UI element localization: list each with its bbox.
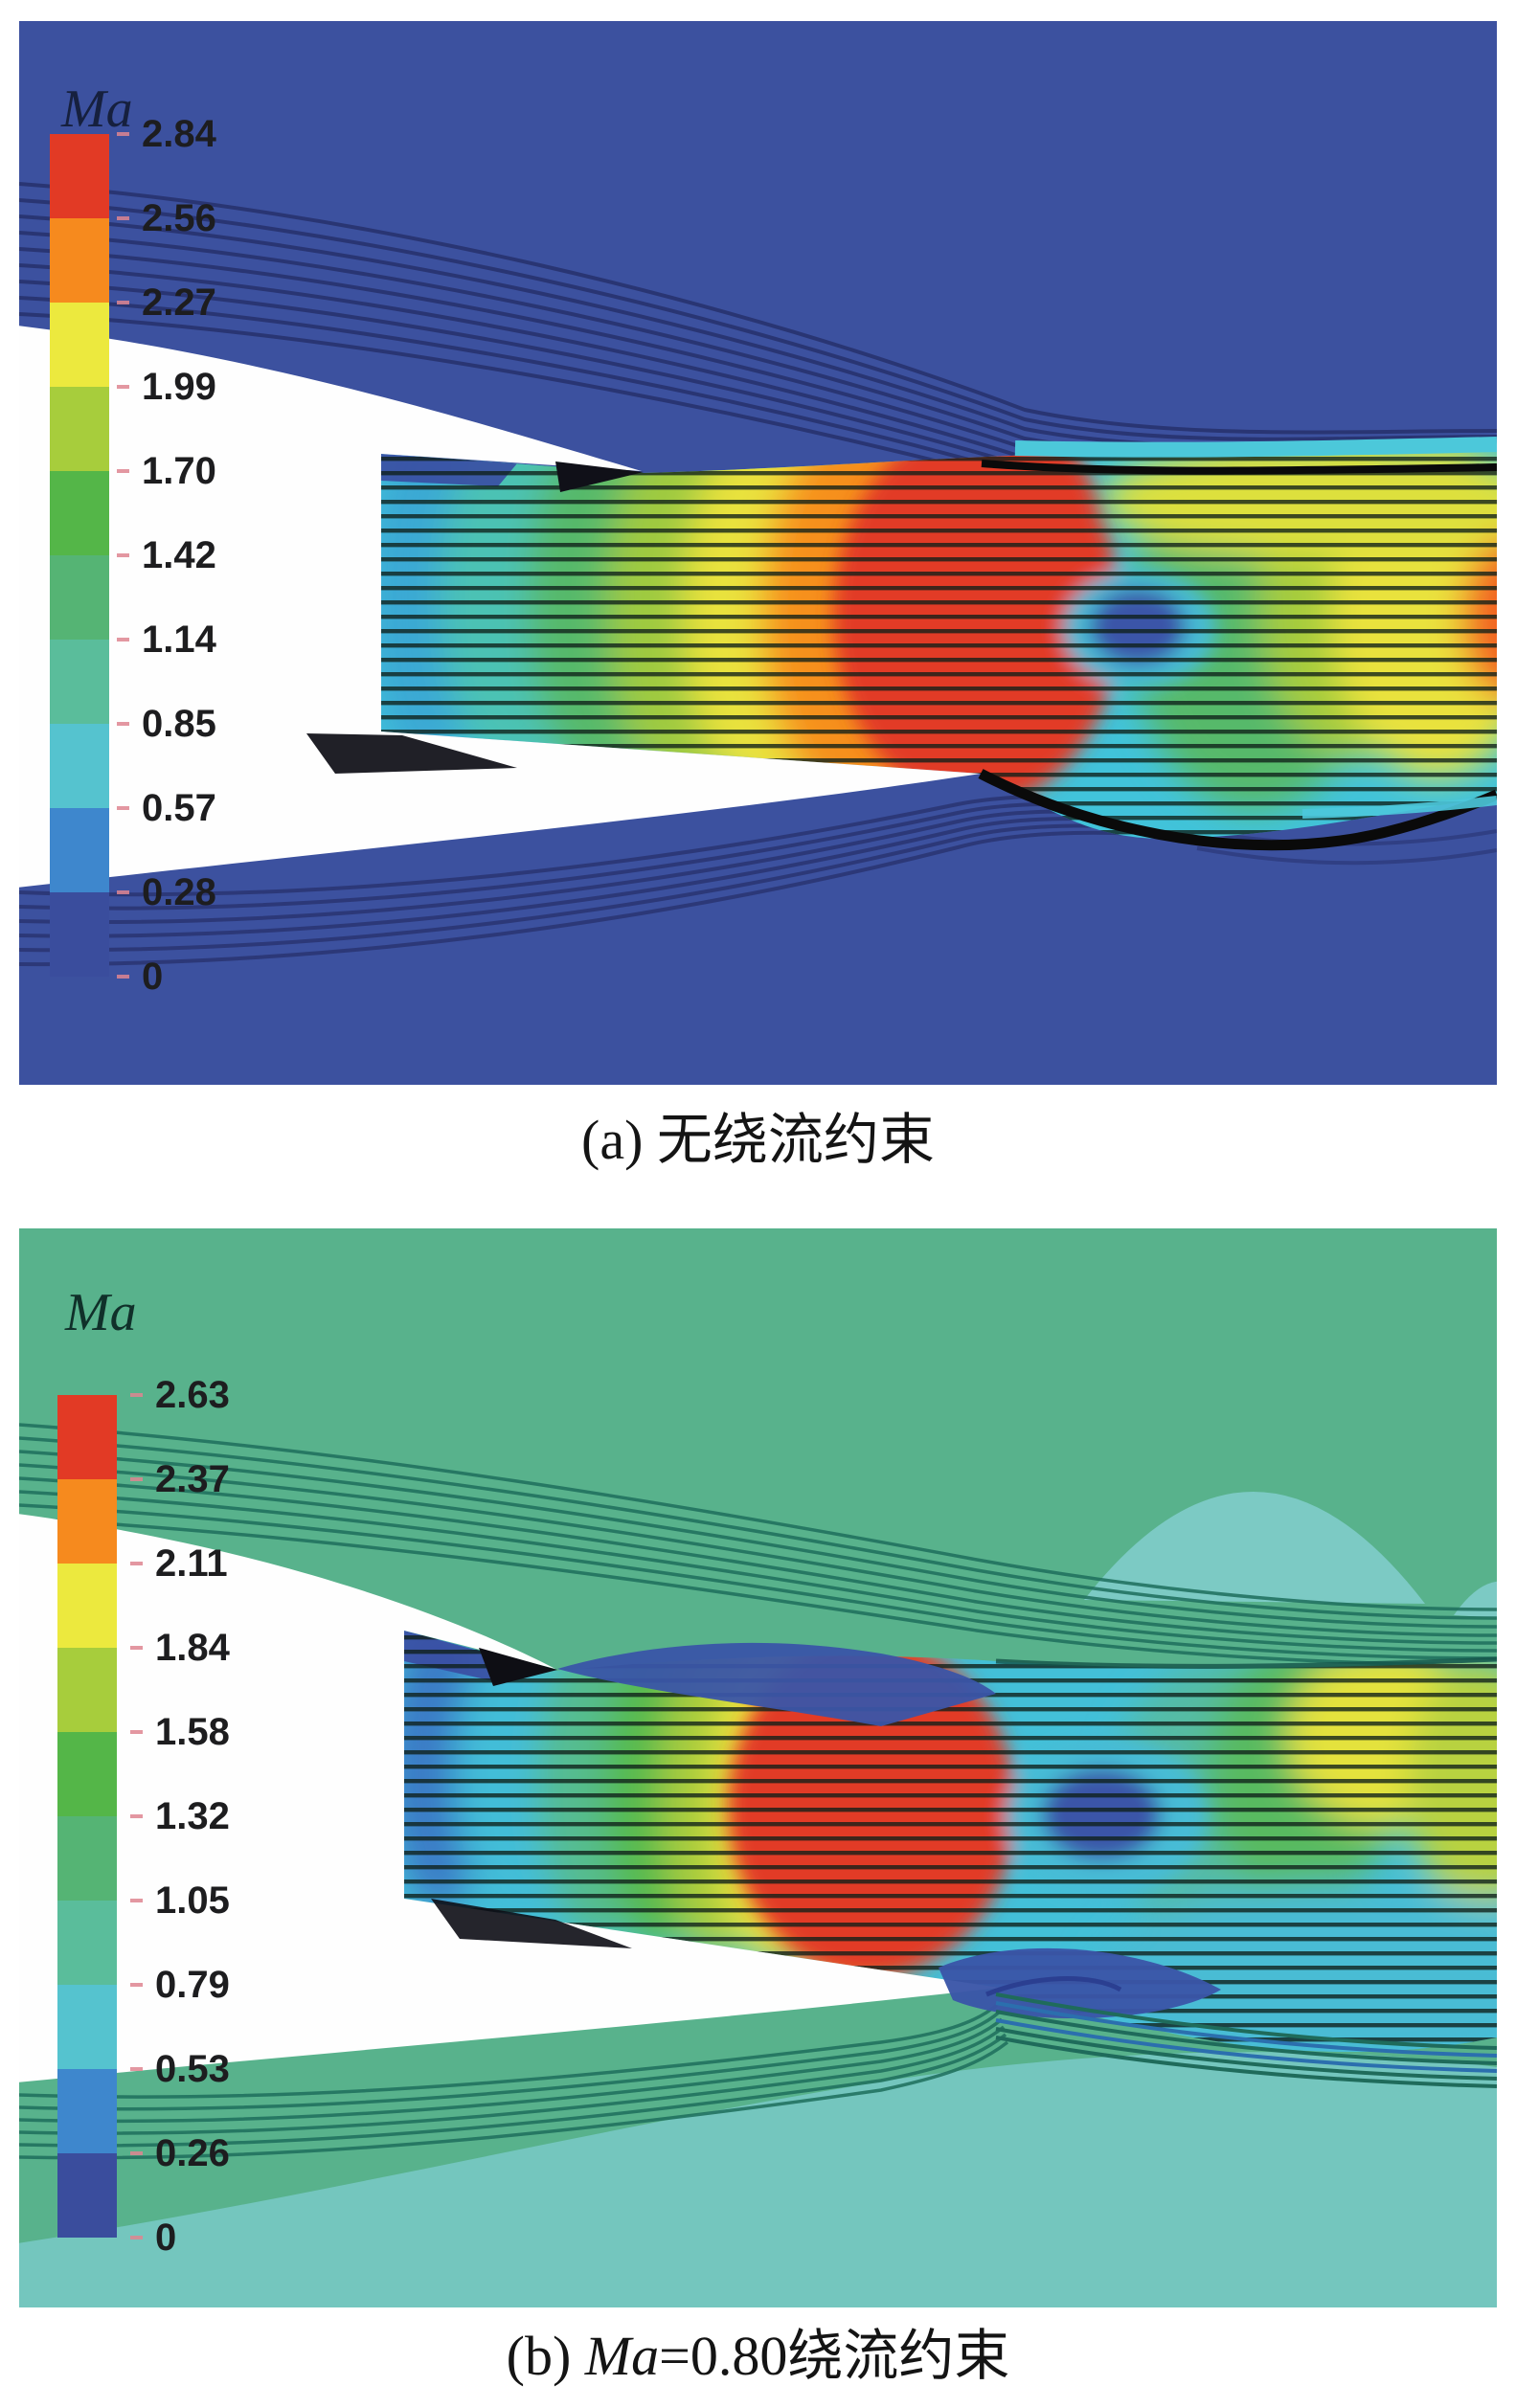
caption-b-italic: Ma (584, 2325, 660, 2387)
low-mach-teal-region-b (19, 2052, 1497, 2307)
colorbar-tick-label: 1.99 (117, 366, 216, 408)
nozzle-body-a (19, 326, 981, 888)
colorbar-segment (57, 1901, 117, 1985)
colorbar-segment (57, 1816, 117, 1901)
colorbar-tick-label: 0 (116, 956, 164, 998)
colorbar-segment (57, 1985, 117, 2069)
colorbar-tick-label: 2.37 (130, 1458, 230, 1500)
panel-a-legend: Ma 2.84 2.56 2.27 1.99 1.70 1.42 (19, 21, 1497, 1085)
colorbar-segment (50, 471, 109, 555)
caption-b-prefix: (b) (506, 2325, 585, 2387)
colorbar-tick-label: 2.56 (117, 197, 216, 239)
colorbar-segment (57, 2069, 117, 2153)
flow-field-b (19, 1423, 1497, 2307)
colorbar-segment (50, 134, 109, 218)
shear-layers-a (306, 437, 1497, 851)
colorbar-segment (57, 2153, 117, 2238)
colorbar-segment (50, 555, 109, 640)
colorbar-segment (57, 1732, 117, 1816)
colorbar-segment (57, 1564, 117, 1648)
nozzle-body-b (19, 1514, 1000, 2082)
colorbar-tick-label: 0.53 (130, 2048, 230, 2090)
freestream-streamlines-bottom-b (19, 2002, 1009, 2160)
colorbar-tick-label: 0.79 (130, 1964, 230, 2006)
caption-b-text: =0.80绕流约束 (659, 2325, 1010, 2387)
colorbar-segment (57, 1479, 117, 1564)
colorbar-tick-label: 2.27 (117, 281, 216, 324)
jet-plume-a (381, 448, 1497, 840)
colorbar-segment (50, 724, 109, 808)
panel-a-flow-contour: Ma 2.84 2.56 2.27 1.99 1.70 1.42 (19, 21, 1497, 1085)
colorbar-segment (57, 1648, 117, 1732)
colorbar-segment (50, 640, 109, 724)
colorbar-tick-label: 1.32 (130, 1795, 230, 1837)
colorbar-tick-label: 1.84 (130, 1627, 230, 1669)
colorbar-segment (50, 218, 109, 303)
colorbar-segment (50, 387, 109, 471)
colorbar-tick-label: 2.84 (117, 113, 216, 155)
colorbar-segment (50, 892, 109, 977)
colorbar-segment (57, 1395, 117, 1479)
colorbar-tick-label: 2.63 (130, 1374, 230, 1416)
shear-layers-b (431, 1642, 1497, 2088)
colorbar-a (50, 134, 109, 977)
colorbar-tick-label: 0.57 (117, 787, 216, 829)
colorbar-tick-label: 1.14 (117, 619, 216, 661)
colorbar-segment (50, 303, 109, 387)
colorbar-tick-label: 0 (129, 2217, 177, 2259)
panel-b-caption: (b) Ma=0.80绕流约束 (0, 2317, 1516, 2395)
colorbar-tick-label: 0.26 (130, 2132, 230, 2174)
panel-b-flow-contour: Ma 2.63 2.37 2.11 1.84 1.58 1.32 (19, 1228, 1497, 2307)
colorbar-tick-label: 1.42 (117, 534, 216, 576)
colorbar-tick-label: 1.05 (130, 1879, 230, 1922)
colorbar-tick-label: 1.70 (117, 450, 216, 492)
colorbar-tick-label: 0.28 (117, 871, 216, 913)
legend-title-ma: Ma (65, 1283, 137, 1342)
caption-a-prefix: (a) (581, 1109, 657, 1171)
panel-a-caption: (a) 无绕流约束 (0, 1101, 1516, 1179)
colorbar-segment (50, 808, 109, 892)
legend-title-ma: Ma (61, 79, 133, 139)
colorbar-tick-label: 0.85 (117, 703, 216, 745)
freestream-streamlines-top-a (19, 182, 1497, 491)
panel-b-legend: Ma 2.63 2.37 2.11 1.84 1.58 1.32 (19, 1228, 1497, 2307)
colorbar-b (57, 1395, 117, 2238)
caption-a-text: 无绕流约束 (656, 1109, 935, 1171)
colorbar-tick-label: 2.11 (130, 1542, 228, 1585)
colorbar-tick-label: 1.58 (130, 1711, 230, 1753)
freestream-streamlines-top-b (19, 1423, 1497, 1667)
flow-field-a (19, 182, 1497, 967)
